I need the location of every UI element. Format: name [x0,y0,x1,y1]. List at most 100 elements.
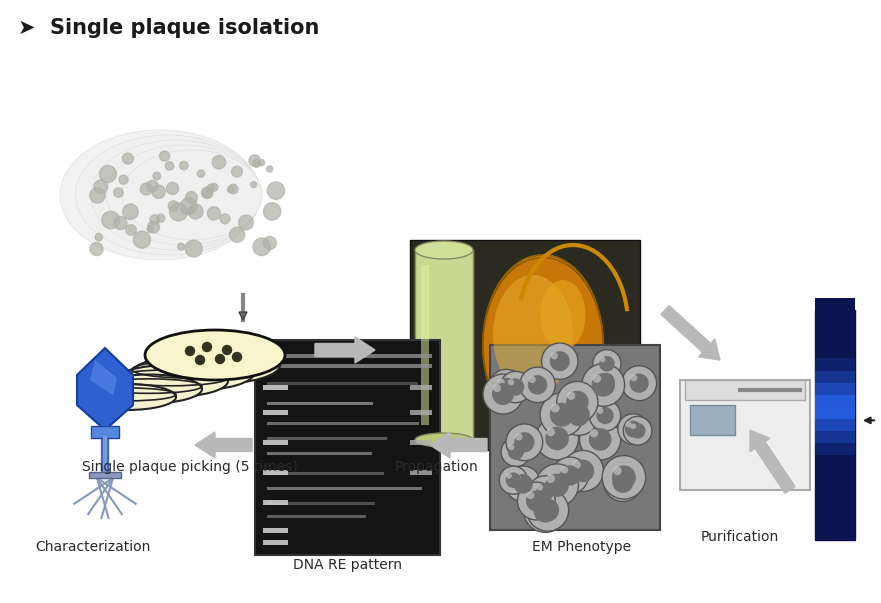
Bar [267,515,366,518]
Circle shape [168,201,179,211]
Bar [815,334,855,346]
Circle shape [515,432,535,452]
Polygon shape [430,432,487,458]
Circle shape [589,428,611,451]
Circle shape [561,466,568,473]
Ellipse shape [107,145,262,245]
Circle shape [203,343,211,352]
Circle shape [550,351,570,371]
Circle shape [550,403,574,427]
Circle shape [250,182,256,188]
Circle shape [248,155,260,166]
Circle shape [589,400,620,431]
Circle shape [590,429,598,437]
Circle shape [573,461,581,469]
Bar [815,322,855,334]
Circle shape [535,499,544,508]
Polygon shape [195,432,252,458]
Circle shape [153,172,160,180]
Circle shape [230,227,245,242]
Circle shape [600,357,605,362]
Bar [415,250,473,440]
Bar [815,383,855,395]
Bar [410,385,432,390]
Ellipse shape [483,255,603,435]
Bar [410,240,640,450]
Circle shape [95,233,102,241]
Circle shape [537,499,559,522]
Circle shape [166,162,174,170]
Bar [267,437,387,440]
Text: EM Phenotype: EM Phenotype [532,540,631,554]
Circle shape [492,383,514,405]
Circle shape [228,185,238,194]
Circle shape [566,391,589,413]
Circle shape [567,392,575,400]
Circle shape [580,419,621,460]
Circle shape [498,379,505,386]
Circle shape [169,203,188,221]
Circle shape [517,482,555,520]
Bar [89,472,121,478]
Polygon shape [77,348,133,430]
Circle shape [189,207,195,213]
Circle shape [122,204,138,219]
Polygon shape [90,360,117,395]
Circle shape [523,488,567,532]
Circle shape [220,214,230,224]
Bar [815,298,855,310]
Ellipse shape [415,433,473,447]
Bar [815,358,855,370]
Bar [263,470,288,475]
Circle shape [630,423,646,438]
Circle shape [599,356,615,371]
Ellipse shape [76,135,261,255]
Circle shape [514,474,533,494]
Circle shape [122,153,133,164]
Ellipse shape [493,275,573,395]
Circle shape [613,473,621,481]
Ellipse shape [415,241,473,259]
Circle shape [208,184,214,191]
Bar [815,370,855,383]
Bar [815,443,855,455]
Circle shape [537,500,545,508]
Circle shape [529,476,561,509]
Bar [421,265,429,425]
Circle shape [167,182,179,195]
Text: Purification: Purification [701,530,779,544]
Circle shape [102,211,120,229]
Circle shape [253,159,261,167]
Circle shape [212,156,226,169]
Circle shape [560,466,581,485]
Text: Single plaque picking (5 times): Single plaque picking (5 times) [82,460,297,474]
Text: ➤  Single plaque isolation: ➤ Single plaque isolation [18,18,320,38]
Circle shape [223,346,232,355]
Circle shape [542,343,578,379]
Circle shape [493,384,501,392]
Circle shape [622,365,656,400]
Circle shape [181,198,197,215]
Circle shape [613,467,622,475]
Circle shape [597,408,603,414]
Ellipse shape [91,140,261,250]
Bar [263,440,288,445]
Bar [815,479,855,491]
Circle shape [196,356,204,364]
Circle shape [232,166,242,177]
Circle shape [557,382,598,423]
Circle shape [263,203,281,220]
Circle shape [507,473,512,479]
Circle shape [612,466,636,489]
Bar [815,431,855,443]
Bar [267,402,373,405]
Bar [815,310,855,322]
Bar [490,345,660,530]
Circle shape [90,188,105,203]
Bar [815,310,855,540]
Circle shape [204,188,213,198]
Ellipse shape [60,130,260,260]
Circle shape [152,185,166,198]
Circle shape [546,428,555,437]
Circle shape [591,373,615,397]
